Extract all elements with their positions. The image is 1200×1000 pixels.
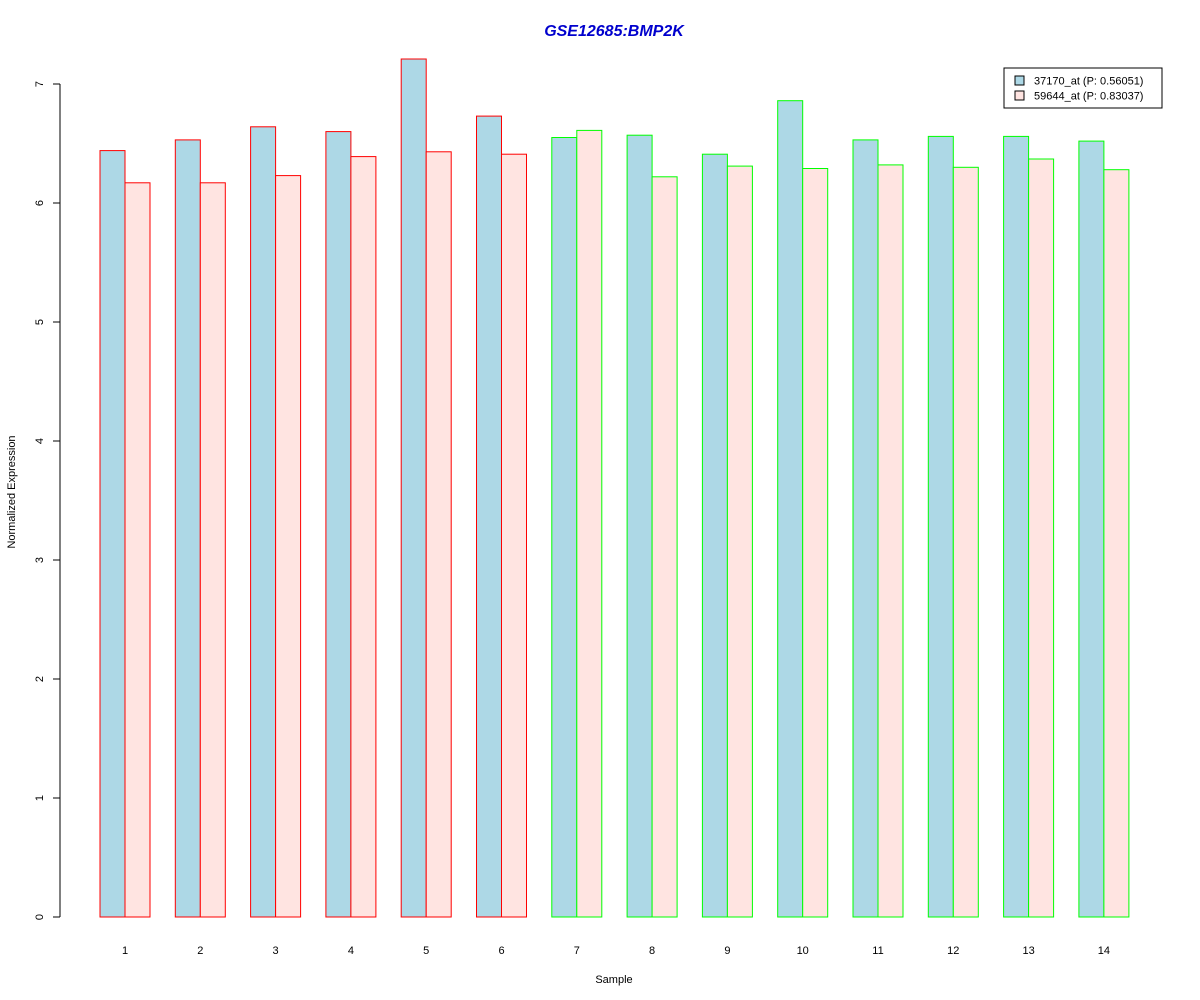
bar-sample-1-series-2 xyxy=(124,182,151,918)
x-axis-label: Sample xyxy=(595,974,632,986)
legend: 37170_at (P: 0.56051) 59644_at (P: 0.8303… xyxy=(1003,67,1163,109)
y-tick-label: 3 xyxy=(34,557,46,563)
bar-sample-13-series-2 xyxy=(1028,158,1055,918)
bar-sample-11-series-1 xyxy=(852,139,879,918)
bar-sample-13-series-1 xyxy=(1003,135,1030,918)
x-tick-label: 6 xyxy=(498,945,504,957)
x-tick-label: 11 xyxy=(872,945,883,957)
bar-sample-4-series-2 xyxy=(350,156,377,918)
x-tick-label: 4 xyxy=(348,945,354,957)
y-tick-label: 5 xyxy=(34,319,46,325)
bar-sample-10-series-2 xyxy=(802,168,829,918)
y-tick-label: 6 xyxy=(34,200,46,206)
x-axis: 1 2 3 4 5 6 7 8 9 10 11 12 13 14 xyxy=(122,945,1110,957)
bar-sample-11-series-2 xyxy=(877,164,904,918)
bar-sample-9-series-2 xyxy=(726,165,753,918)
legend-box xyxy=(1003,67,1163,109)
bar-sample-6-series-1 xyxy=(476,115,502,918)
x-tick-label: 13 xyxy=(1022,945,1034,957)
x-tick-label: 5 xyxy=(423,945,429,957)
bar-sample-4-series-1 xyxy=(325,131,352,918)
x-tick-label: 8 xyxy=(649,945,655,957)
bar-sample-10-series-1 xyxy=(777,100,804,918)
x-tick-label: 3 xyxy=(273,945,279,957)
plot-area xyxy=(99,58,1130,918)
x-tick-label: 2 xyxy=(197,945,203,957)
legend-swatch xyxy=(1014,75,1025,86)
bar-sample-2-series-2 xyxy=(199,182,226,918)
legend-label: 37170_at (P: 0.56051) xyxy=(1034,76,1143,88)
bar-sample-1-series-1 xyxy=(99,150,126,918)
y-tick-label: 7 xyxy=(34,81,46,87)
y-tick-label: 1 xyxy=(34,795,46,801)
bar-sample-12-series-2 xyxy=(952,166,979,918)
x-tick-label: 12 xyxy=(947,945,959,957)
y-tick-label: 2 xyxy=(34,676,46,682)
y-tick-label: 0 xyxy=(34,914,46,920)
bar-sample-8-series-2 xyxy=(651,176,678,918)
x-tick-label: 7 xyxy=(574,945,580,957)
bar-sample-12-series-1 xyxy=(927,135,954,918)
bar-sample-9-series-1 xyxy=(701,153,728,918)
bar-sample-3-series-2 xyxy=(275,175,302,918)
legend-swatch xyxy=(1014,90,1025,101)
y-axis-label: Normalized Expression xyxy=(6,435,18,548)
legend-label: 59644_at (P: 0.83037) xyxy=(1034,91,1143,103)
bar-sample-3-series-1 xyxy=(250,126,277,918)
bar-sample-14-series-1 xyxy=(1078,140,1105,918)
bar-sample-5-series-1 xyxy=(400,58,427,918)
x-tick-label: 14 xyxy=(1098,945,1110,957)
bar-sample-6-series-2 xyxy=(501,153,527,918)
x-tick-label: 10 xyxy=(797,945,809,957)
y-axis: 0 1 2 3 4 5 6 7 xyxy=(34,81,61,920)
bar-sample-5-series-2 xyxy=(425,151,452,918)
y-tick-label: 4 xyxy=(34,438,46,444)
bar-sample-7-series-1 xyxy=(551,137,578,918)
bar-sample-8-series-1 xyxy=(626,134,653,918)
chart-title: GSE12685:BMP2K xyxy=(544,23,685,40)
x-tick-label: 9 xyxy=(724,945,730,957)
bar-sample-7-series-2 xyxy=(576,129,603,918)
bar-sample-14-series-2 xyxy=(1103,169,1130,918)
bar-sample-2-series-1 xyxy=(174,139,201,918)
x-tick-label: 1 xyxy=(122,945,128,957)
